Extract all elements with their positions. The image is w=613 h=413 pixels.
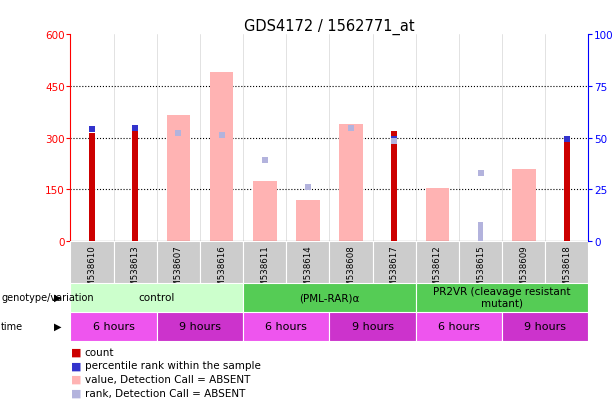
Text: GSM538613: GSM538613 — [131, 245, 140, 297]
Bar — [243, 283, 416, 312]
Text: ■: ■ — [70, 361, 81, 370]
Bar — [113, 242, 157, 283]
Text: 6 hours: 6 hours — [265, 321, 307, 331]
Bar — [200, 242, 243, 283]
Bar — [416, 242, 459, 283]
Bar — [89, 133, 95, 242]
Bar — [478, 223, 483, 242]
Bar — [210, 73, 234, 242]
Text: count: count — [85, 347, 114, 357]
Bar — [70, 283, 243, 312]
Bar — [296, 200, 320, 242]
Text: GSM538615: GSM538615 — [476, 245, 485, 297]
Text: (PML-RAR)α: (PML-RAR)α — [299, 292, 360, 302]
Text: GSM538616: GSM538616 — [217, 245, 226, 297]
Text: value, Detection Call = ABSENT: value, Detection Call = ABSENT — [85, 374, 250, 384]
Bar — [546, 242, 588, 283]
Text: GSM538608: GSM538608 — [346, 245, 356, 297]
Bar — [253, 181, 276, 242]
Text: GSM538610: GSM538610 — [88, 245, 97, 297]
Bar — [330, 242, 373, 283]
Bar — [157, 312, 243, 341]
Bar — [425, 188, 449, 242]
Bar — [243, 242, 286, 283]
Text: 9 hours: 9 hours — [179, 321, 221, 331]
Bar — [70, 242, 113, 283]
Text: ■: ■ — [70, 374, 81, 384]
Text: PR2VR (cleavage resistant
mutant): PR2VR (cleavage resistant mutant) — [433, 287, 571, 308]
Bar — [286, 242, 330, 283]
Text: GSM538611: GSM538611 — [261, 245, 269, 297]
Title: GDS4172 / 1562771_at: GDS4172 / 1562771_at — [244, 19, 415, 35]
Bar — [330, 312, 416, 341]
Text: GSM538609: GSM538609 — [519, 245, 528, 297]
Text: 9 hours: 9 hours — [524, 321, 566, 331]
Bar — [70, 312, 157, 341]
Text: ■: ■ — [70, 388, 81, 398]
Text: GSM538617: GSM538617 — [390, 245, 398, 297]
Bar — [373, 242, 416, 283]
Bar — [564, 140, 569, 242]
Bar — [243, 312, 330, 341]
Bar — [392, 131, 397, 242]
Text: control: control — [139, 292, 175, 302]
Text: ▶: ▶ — [54, 321, 61, 331]
Text: 6 hours: 6 hours — [93, 321, 135, 331]
Text: ▶: ▶ — [54, 292, 61, 302]
Bar — [167, 116, 190, 242]
Text: 9 hours: 9 hours — [352, 321, 394, 331]
Bar — [132, 132, 138, 242]
Text: 6 hours: 6 hours — [438, 321, 480, 331]
Bar — [502, 242, 546, 283]
Text: ■: ■ — [70, 347, 81, 357]
Text: genotype/variation: genotype/variation — [1, 292, 94, 302]
Bar — [416, 312, 502, 341]
Bar — [157, 242, 200, 283]
Text: GSM538607: GSM538607 — [174, 245, 183, 297]
Text: percentile rank within the sample: percentile rank within the sample — [85, 361, 261, 370]
Text: rank, Detection Call = ABSENT: rank, Detection Call = ABSENT — [85, 388, 245, 398]
Text: GSM538612: GSM538612 — [433, 245, 442, 297]
Text: GSM538614: GSM538614 — [303, 245, 313, 297]
Bar — [339, 125, 363, 242]
Text: GSM538618: GSM538618 — [562, 245, 571, 297]
Bar — [512, 169, 536, 242]
Bar — [416, 283, 588, 312]
Text: time: time — [1, 321, 23, 331]
Bar — [459, 242, 502, 283]
Bar — [502, 312, 588, 341]
